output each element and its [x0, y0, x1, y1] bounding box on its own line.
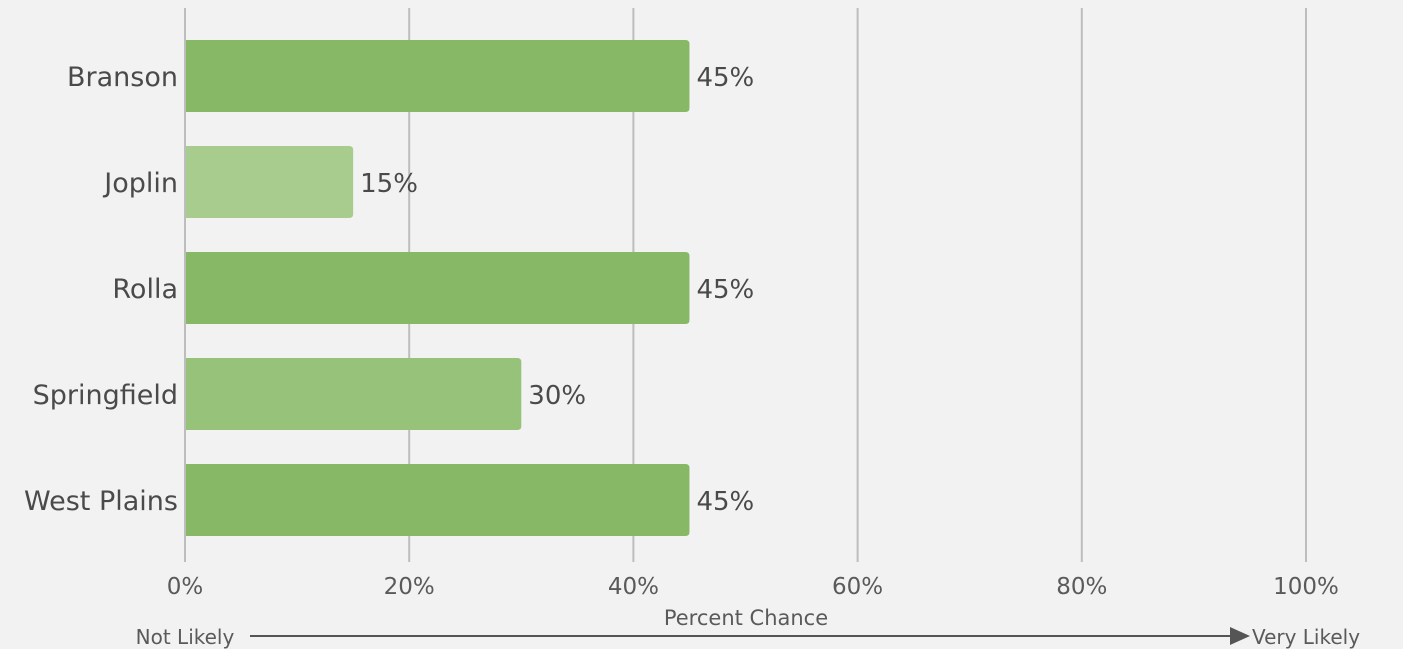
x-tick-label: 20% — [384, 574, 435, 600]
likelihood-arrow-head — [1230, 627, 1250, 645]
bars — [185, 40, 690, 536]
value-label: 45% — [696, 275, 754, 305]
bar-springfield — [185, 358, 522, 430]
value-label: 45% — [696, 487, 754, 517]
x-tick-label: 0% — [167, 574, 204, 600]
labels: 0% 20% 40% 60% 80% 100% Branson 45% Joplin 15% Rol… — [24, 8, 1339, 600]
category-label: Rolla — [112, 274, 178, 305]
category-label: Branson — [67, 62, 178, 93]
category-label: Joplin — [102, 168, 178, 199]
value-label: 30% — [528, 381, 586, 411]
bar-west-plains — [185, 464, 690, 536]
x-tick-label: 80% — [1056, 574, 1107, 600]
x-tick-label: 100% — [1273, 574, 1339, 600]
value-label: 45% — [696, 63, 754, 93]
x-tick-label: 60% — [832, 574, 883, 600]
bar-rolla — [185, 252, 690, 324]
scale-right-label: Very Likely — [1252, 625, 1360, 649]
bar-branson — [185, 40, 690, 112]
value-label: 15% — [360, 169, 418, 199]
x-axis-title: Percent Chance — [664, 606, 828, 630]
category-label: West Plains — [24, 486, 178, 517]
category-label: Springfield — [33, 380, 178, 411]
scale-left-label: Not Likely — [136, 625, 235, 649]
bar-joplin — [185, 146, 354, 218]
x-tick-label: 40% — [608, 574, 659, 600]
